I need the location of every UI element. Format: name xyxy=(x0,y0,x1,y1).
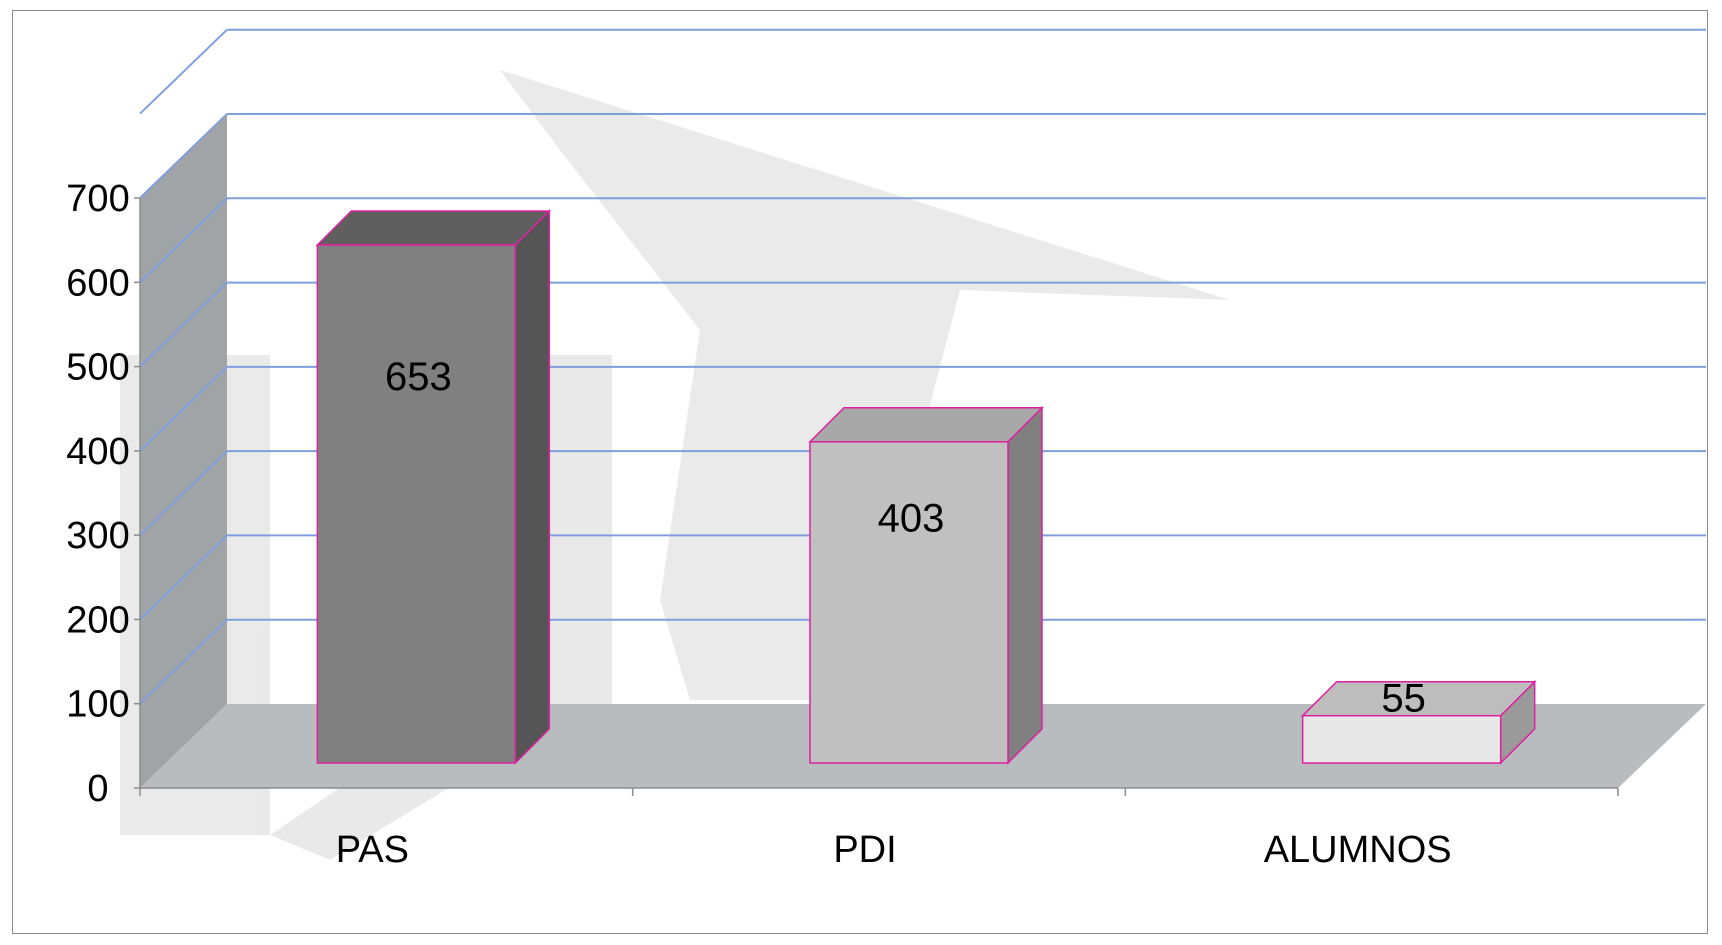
y-tick-label: 700 xyxy=(66,178,129,220)
x-tick-label: PAS xyxy=(336,829,409,871)
side-wall xyxy=(140,114,227,788)
y-tick-label: 300 xyxy=(66,515,129,557)
gridline-diagonal xyxy=(139,113,228,199)
bar-front xyxy=(316,244,517,764)
x-tick-label: PDI xyxy=(833,829,896,871)
y-tick-label: 500 xyxy=(66,347,129,389)
y-tick-label: 600 xyxy=(66,262,129,304)
x-tick-label: ALUMNOS xyxy=(1264,829,1452,871)
bar-alumnos xyxy=(1300,679,1537,765)
y-tick-label: 100 xyxy=(66,684,129,726)
gridline-diagonal xyxy=(139,450,228,536)
gridline-diagonal xyxy=(139,366,228,452)
bar-side xyxy=(1007,405,1043,765)
gridline-diagonal xyxy=(139,534,228,621)
bar-side xyxy=(514,209,551,765)
bar-pas xyxy=(315,209,552,765)
bar-front xyxy=(1301,714,1502,764)
chart-frame xyxy=(12,10,1708,934)
data-label: 653 xyxy=(385,355,452,399)
data-label: 403 xyxy=(878,497,945,541)
y-tick-label: 200 xyxy=(66,599,129,641)
y-tick-label: 400 xyxy=(66,431,129,473)
gridline-diagonal xyxy=(139,28,228,115)
bar-front xyxy=(809,441,1009,764)
y-tick-label: 0 xyxy=(87,768,108,810)
gridline-diagonal xyxy=(139,281,228,368)
data-label: 55 xyxy=(1381,677,1426,721)
bar-top xyxy=(315,210,552,246)
gridline-diagonal xyxy=(139,618,228,705)
gridline-diagonal xyxy=(139,197,228,284)
bar-top xyxy=(808,407,1044,443)
bar-pdi xyxy=(808,405,1044,765)
